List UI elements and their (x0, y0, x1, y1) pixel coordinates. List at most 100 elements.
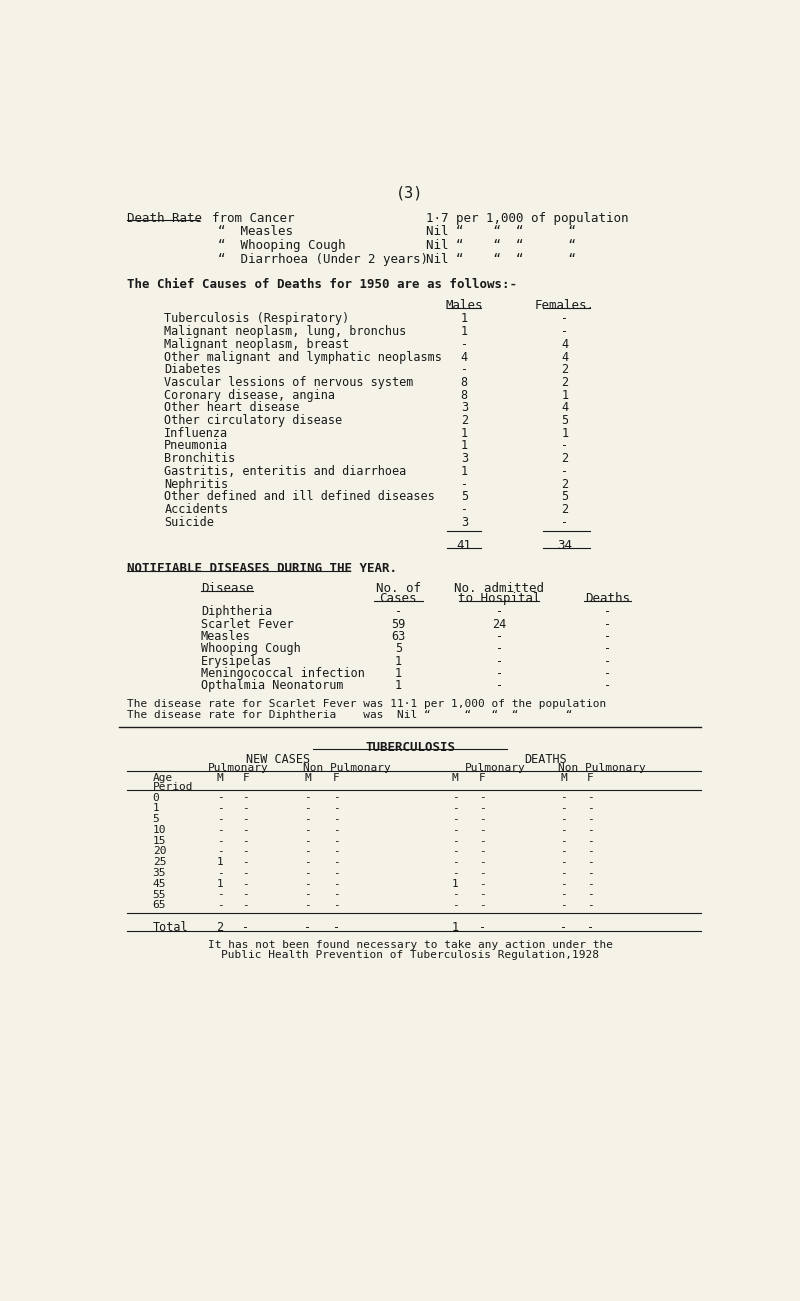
Text: (3): (3) (396, 185, 424, 200)
Text: -: - (304, 803, 311, 813)
Text: 1: 1 (451, 878, 458, 889)
Text: 20: 20 (153, 847, 166, 856)
Text: -: - (587, 825, 594, 835)
Text: -: - (560, 792, 567, 803)
Text: -: - (478, 868, 486, 878)
Text: Disease: Disease (201, 583, 254, 596)
Text: Other heart disease: Other heart disease (164, 402, 300, 414)
Text: DEATHS: DEATHS (524, 753, 567, 766)
Text: Total: Total (153, 921, 188, 934)
Text: -: - (587, 803, 594, 813)
Text: -: - (495, 605, 502, 618)
Text: 1: 1 (217, 878, 223, 889)
Text: 5: 5 (461, 490, 468, 503)
Text: Diphtheria: Diphtheria (201, 605, 272, 618)
Text: -: - (333, 868, 340, 878)
Text: -: - (495, 630, 502, 643)
Text: 45: 45 (153, 878, 166, 889)
Text: 35: 35 (153, 868, 166, 878)
Text: F: F (333, 773, 340, 783)
Text: -: - (304, 857, 311, 868)
Text: -: - (304, 825, 311, 835)
Text: -: - (451, 868, 458, 878)
Text: -: - (461, 503, 468, 516)
Text: Malignant neoplasm, breast: Malignant neoplasm, breast (164, 338, 350, 351)
Text: 1: 1 (562, 389, 569, 402)
Text: Erysipelas: Erysipelas (201, 654, 272, 667)
Text: 2: 2 (461, 414, 468, 427)
Text: -: - (562, 515, 569, 528)
Text: Nephritis: Nephritis (164, 477, 229, 490)
Text: 2: 2 (562, 453, 569, 466)
Text: Pulmonary: Pulmonary (207, 764, 268, 773)
Text: Pulmonary: Pulmonary (465, 764, 526, 773)
Text: M: M (451, 773, 458, 783)
Text: 41: 41 (457, 539, 472, 552)
Text: 2: 2 (562, 376, 569, 389)
Text: 34: 34 (558, 539, 573, 552)
Text: -: - (451, 792, 458, 803)
Text: -: - (451, 900, 458, 911)
Text: 5: 5 (562, 414, 569, 427)
Text: -: - (478, 825, 486, 835)
Text: Suicide: Suicide (164, 515, 214, 528)
Text: -: - (495, 643, 502, 656)
Text: Bronchitis: Bronchitis (164, 453, 235, 466)
Text: Diabetes: Diabetes (164, 363, 222, 376)
Text: -: - (217, 835, 223, 846)
Text: -: - (217, 825, 223, 835)
Text: 1: 1 (217, 857, 223, 868)
Text: -: - (217, 900, 223, 911)
Text: -: - (333, 847, 340, 856)
Text: 3: 3 (461, 515, 468, 528)
Text: -: - (560, 814, 567, 824)
Text: -: - (461, 338, 468, 351)
Text: F: F (478, 773, 486, 783)
Text: 5: 5 (395, 643, 402, 656)
Text: -: - (242, 835, 249, 846)
Text: 4: 4 (562, 402, 569, 414)
Text: “  Measles: “ Measles (218, 225, 293, 238)
Text: 15: 15 (153, 835, 166, 846)
Text: 8: 8 (461, 376, 468, 389)
Text: -: - (562, 464, 569, 477)
Text: Nil “    “  “      “: Nil “ “ “ “ (426, 225, 575, 238)
Text: -: - (217, 847, 223, 856)
Text: -: - (560, 890, 567, 899)
Text: -: - (604, 630, 611, 643)
Text: -: - (560, 847, 567, 856)
Text: F: F (587, 773, 594, 783)
Text: -: - (587, 847, 594, 856)
Text: -: - (304, 835, 311, 846)
Text: Scarlet Fever: Scarlet Fever (201, 618, 294, 631)
Text: NOTIFIABLE DISEASES DURING THE YEAR.: NOTIFIABLE DISEASES DURING THE YEAR. (127, 562, 397, 575)
Text: Public Health Prevention of Tuberculosis Regulation,1928: Public Health Prevention of Tuberculosis… (221, 950, 599, 960)
Text: -: - (587, 814, 594, 824)
Text: -: - (560, 921, 567, 934)
Text: Tuberculosis (Respiratory): Tuberculosis (Respiratory) (164, 312, 350, 325)
Text: “  Whooping Cough: “ Whooping Cough (218, 239, 346, 252)
Text: -: - (333, 835, 340, 846)
Text: -: - (478, 878, 486, 889)
Text: Other malignant and lymphatic neoplasms: Other malignant and lymphatic neoplasms (164, 350, 442, 363)
Text: -: - (562, 440, 569, 453)
Text: -: - (604, 654, 611, 667)
Text: Whooping Cough: Whooping Cough (201, 643, 301, 656)
Text: 10: 10 (153, 825, 166, 835)
Text: Nil “    “  “      “: Nil “ “ “ “ (426, 239, 575, 252)
Text: 4: 4 (461, 350, 468, 363)
Text: -: - (242, 792, 249, 803)
Text: 2: 2 (562, 503, 569, 516)
Text: Gastritis, enteritis and diarrhoea: Gastritis, enteritis and diarrhoea (164, 464, 406, 477)
Text: -: - (304, 900, 311, 911)
Text: No. admitted: No. admitted (454, 583, 544, 596)
Text: M: M (217, 773, 223, 783)
Text: -: - (242, 878, 249, 889)
Text: -: - (304, 814, 311, 824)
Text: Females.: Females. (535, 299, 595, 312)
Text: -: - (604, 667, 611, 680)
Text: -: - (333, 792, 340, 803)
Text: -: - (560, 878, 567, 889)
Text: Meningococcal infection: Meningococcal infection (201, 667, 365, 680)
Text: -: - (333, 900, 340, 911)
